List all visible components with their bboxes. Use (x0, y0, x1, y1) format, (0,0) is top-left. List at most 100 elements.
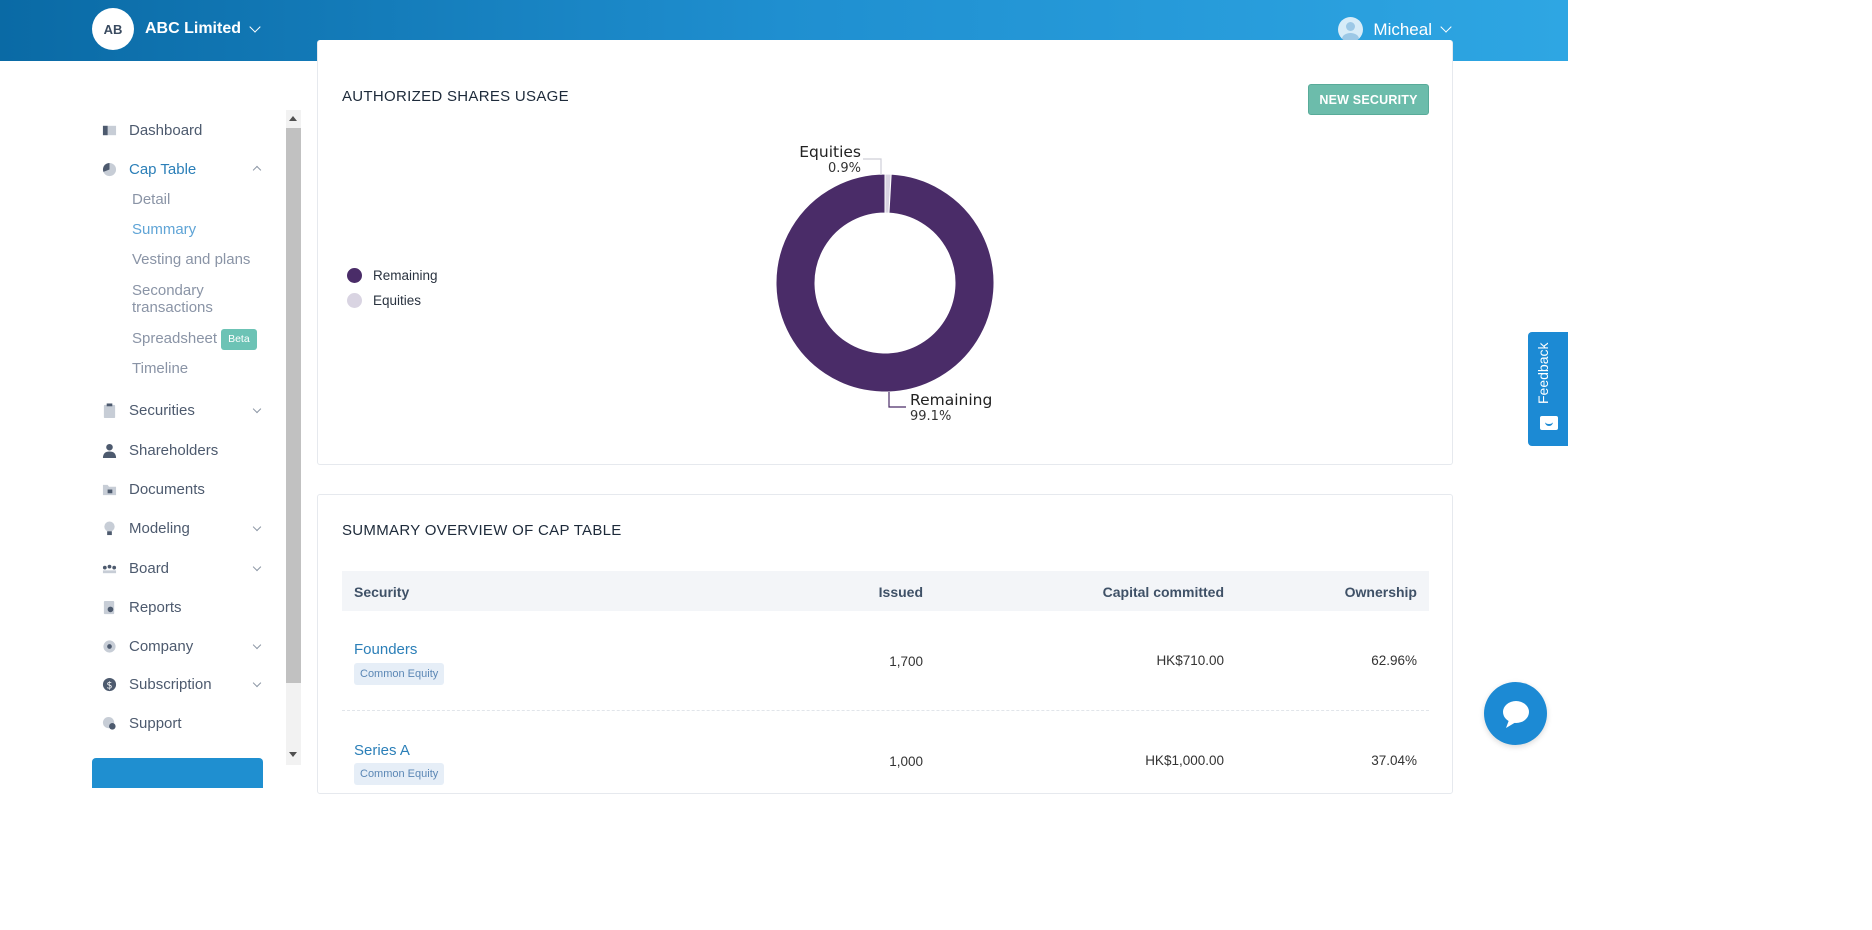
capital-value: HK$1,000.00 (1145, 753, 1224, 768)
company-icon (103, 640, 116, 653)
chevron-down-icon (252, 522, 262, 532)
table-header: Security Issued Capital committed Owners… (342, 571, 1429, 611)
chevron-up-icon (252, 165, 262, 175)
sidebar-item-label: Cap Table (129, 161, 197, 178)
sidebar-item-board[interactable]: Board (102, 560, 262, 577)
sidebar-subitem-timeline[interactable]: Timeline (132, 360, 189, 377)
dashboard-icon (102, 125, 117, 136)
user-name: Micheal (1373, 19, 1432, 39)
issued-value: 1,000 (889, 754, 923, 769)
sidebar-item-label: Securities (129, 402, 195, 419)
security-link[interactable]: Series A (354, 742, 410, 759)
sidebar-subitem-vesting[interactable]: Vesting and plans (132, 251, 251, 268)
chevron-down-icon (1440, 21, 1452, 33)
slice-value-remaining: 99.1% (910, 409, 951, 424)
sidebar-item-label: Modeling (129, 520, 190, 537)
lightbulb-icon (104, 521, 115, 536)
chat-bubble-icon (1503, 701, 1529, 728)
legend-swatch (347, 268, 362, 283)
sidebar-item-label: Subscription (129, 676, 212, 693)
sidebar-subitem-label: Spreadsheet (132, 330, 218, 347)
column-header-security[interactable]: Security (354, 584, 410, 600)
svg-text:$: $ (107, 680, 113, 691)
legend-label: Remaining (373, 268, 438, 283)
column-header-capital[interactable]: Capital committed (1102, 584, 1224, 600)
scroll-down-arrow-icon[interactable] (289, 752, 297, 757)
feedback-face-icon (1540, 416, 1558, 430)
chart-legend: Remaining Equities (347, 263, 438, 313)
person-icon (102, 443, 117, 458)
org-name: ABC Limited (145, 20, 241, 37)
sidebar-item-modeling[interactable]: Modeling (102, 520, 262, 537)
feedback-label: Feedback (1535, 342, 1551, 404)
sidebar-item-label: Company (129, 638, 194, 655)
table-row: Founders Common Equity 1,700 HK$710.00 6… (342, 611, 1429, 711)
security-link[interactable]: Founders (354, 641, 418, 658)
legend-swatch (347, 293, 362, 308)
sidebar-item-securities[interactable]: Securities (102, 402, 262, 419)
issued-value: 1,700 (889, 654, 923, 669)
feedback-tab[interactable]: Feedback (1528, 332, 1568, 446)
card-title: SUMMARY OVERVIEW OF CAP TABLE (342, 522, 622, 539)
sidebar-subitem-spreadsheet[interactable]: Spreadsheet Beta (132, 329, 272, 350)
sidebar-item-dashboard[interactable]: Dashboard (102, 122, 262, 139)
summary-overview-card: SUMMARY OVERVIEW OF CAP TABLE Security I… (317, 494, 1453, 794)
sidebar-item-shareholders[interactable]: Shareholders (102, 442, 262, 459)
clipboard-icon (103, 403, 116, 418)
remaining-leader-line (888, 392, 906, 408)
sidebar-item-cap-table[interactable]: Cap Table (102, 161, 262, 178)
sidebar-item-reports[interactable]: Reports (102, 599, 262, 616)
legend-item-remaining[interactable]: Remaining (347, 263, 438, 288)
board-people-icon (102, 564, 117, 574)
authorized-shares-card: AUTHORIZED SHARES USAGE NEW SECURITY Rem… (317, 40, 1453, 465)
legend-label: Equities (373, 293, 422, 308)
report-icon (103, 600, 115, 615)
legend-item-equities[interactable]: Equities (347, 288, 438, 313)
user-menu[interactable]: Micheal (1338, 17, 1452, 42)
capital-value: HK$710.00 (1156, 653, 1224, 668)
chevron-down-icon (252, 678, 262, 688)
equities-leader-line (863, 158, 882, 175)
column-header-issued[interactable]: Issued (878, 584, 923, 600)
sidebar-item-documents[interactable]: Documents (102, 481, 262, 498)
user-avatar-icon (1338, 17, 1364, 42)
sidebar-bottom-button[interactable] (92, 758, 263, 788)
sidebar-item-label: Dashboard (129, 122, 203, 139)
new-security-button[interactable]: NEW SECURITY (1308, 84, 1429, 115)
security-type-tag: Common Equity (354, 663, 445, 685)
ownership-value: 37.04% (1371, 753, 1417, 768)
sidebar-item-label: Support (129, 715, 182, 732)
support-icon (102, 716, 116, 730)
dollar-icon: $ (102, 677, 117, 691)
beta-badge: Beta (221, 329, 257, 350)
sidebar-subitem-summary[interactable]: Summary (132, 221, 197, 238)
chevron-down-icon (252, 562, 262, 572)
ownership-value: 62.96% (1371, 653, 1417, 668)
pie-chart-icon (102, 162, 117, 177)
scroll-up-arrow-icon[interactable] (289, 116, 297, 121)
sidebar-subitem-detail[interactable]: Detail (132, 191, 171, 208)
org-switcher[interactable]: AB ABC Limited (92, 8, 261, 50)
column-header-ownership[interactable]: Ownership (1344, 584, 1417, 600)
sidebar-item-label: Shareholders (129, 442, 219, 459)
slice-label-equities: Equities (799, 143, 861, 161)
chevron-down-icon (249, 20, 261, 33)
slice-value-equities: 0.9% (828, 161, 861, 176)
card-title: AUTHORIZED SHARES USAGE (342, 88, 569, 105)
sidebar-subitem-secondary[interactable]: Secondary transactions (132, 282, 213, 316)
folder-lock-icon (102, 484, 117, 496)
slice-label-remaining: Remaining (910, 391, 992, 409)
sidebar-item-label: Board (129, 560, 170, 577)
sidebar-item-subscription[interactable]: $ Subscription (102, 676, 262, 693)
security-type-tag: Common Equity (354, 763, 445, 785)
chat-launcher-button[interactable] (1484, 682, 1547, 745)
chevron-down-icon (252, 404, 262, 414)
org-avatar: AB (92, 8, 134, 50)
sidebar-item-company[interactable]: Company (102, 638, 262, 655)
sidebar-item-support[interactable]: Support (102, 715, 262, 732)
donut-slice-remaining[interactable] (775, 173, 995, 393)
sidebar-scrollbar-thumb[interactable] (286, 128, 301, 683)
sidebar-item-label: Reports (129, 599, 182, 616)
sidebar-item-label: Documents (129, 481, 205, 498)
chevron-down-icon (252, 640, 262, 650)
